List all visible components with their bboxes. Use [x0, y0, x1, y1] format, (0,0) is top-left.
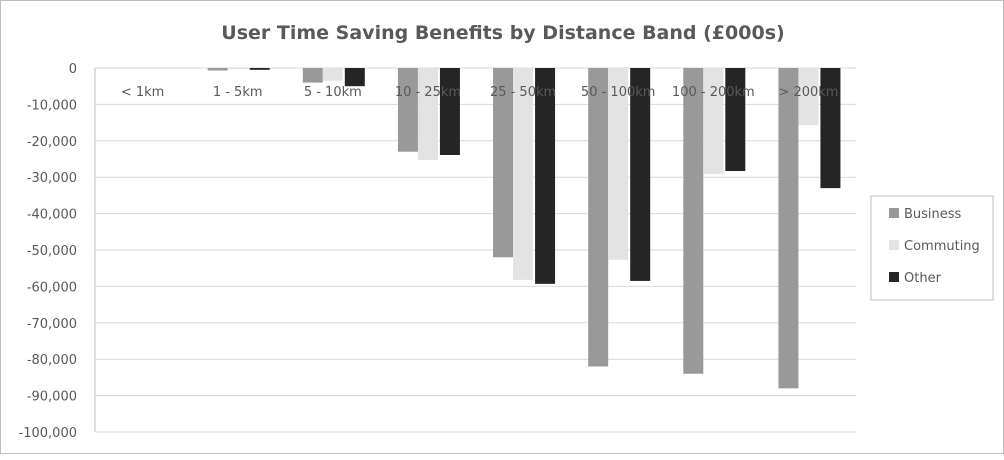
y-axis-ticks: 0 -10,000 -20,000 -30,000 -40,000 -50,000 -60,…	[19, 62, 77, 441]
x-tick-label: 50 - 100km	[581, 85, 656, 100]
legend-swatch-other	[889, 272, 899, 282]
legend-label-business: Business	[904, 207, 962, 222]
y-tick-label: -30,000	[27, 171, 77, 186]
bar-other	[820, 68, 841, 189]
bar-commuting	[322, 68, 343, 81]
bars	[207, 68, 841, 389]
legend-swatch-commuting	[889, 240, 899, 250]
y-tick-label: -90,000	[27, 390, 77, 405]
x-tick-label: 1 - 5km	[213, 85, 263, 100]
bar-commuting	[227, 68, 248, 70]
y-tick-label: -100,000	[19, 426, 77, 441]
bar-commuting	[703, 68, 724, 174]
x-tick-label: 25 - 50km	[490, 85, 556, 100]
bar-other	[249, 68, 270, 70]
bar-business	[588, 68, 609, 367]
chart-title: User Time Saving Benefits by Distance Ba…	[221, 22, 784, 44]
legend-label-commuting: Commuting	[904, 239, 980, 254]
bar-business	[683, 68, 704, 374]
bar-business	[397, 68, 418, 152]
y-tick-label: -70,000	[27, 317, 77, 332]
y-tick-label: -80,000	[27, 353, 77, 368]
bar-other	[725, 68, 746, 172]
bar-commuting	[513, 68, 534, 280]
bar-business	[778, 68, 799, 389]
bar-business	[302, 68, 323, 83]
y-tick-label: -40,000	[27, 208, 77, 223]
bar-other	[535, 68, 556, 284]
bar-other	[630, 68, 651, 281]
legend-swatch-business	[889, 208, 899, 218]
bar-business	[207, 68, 228, 71]
x-tick-label: 10 - 25km	[395, 85, 461, 100]
y-tick-label: -50,000	[27, 244, 77, 259]
y-tick-label: -60,000	[27, 280, 77, 295]
y-tick-label: -20,000	[27, 135, 77, 150]
bar-other	[439, 68, 460, 155]
bar-commuting	[798, 68, 819, 126]
x-tick-label: 5 - 10km	[304, 85, 362, 100]
gridlines	[94, 67, 856, 433]
legend: Business Commuting Other	[870, 195, 994, 301]
x-axis-labels: < 1km 1 - 5km 5 - 10km 10 - 25km 25 - 50km 50…	[121, 85, 839, 100]
y-tick-label: -10,000	[27, 98, 77, 113]
x-tick-label: 100 - 200km	[672, 85, 755, 100]
bar-commuting	[608, 68, 629, 260]
x-tick-label: > 200km	[778, 85, 838, 100]
legend-label-other: Other	[904, 271, 942, 286]
bar-commuting	[417, 68, 438, 161]
y-tick-label: 0	[69, 62, 77, 77]
x-tick-label: < 1km	[121, 85, 165, 100]
bar-business	[493, 68, 514, 258]
bar-other	[344, 68, 365, 87]
